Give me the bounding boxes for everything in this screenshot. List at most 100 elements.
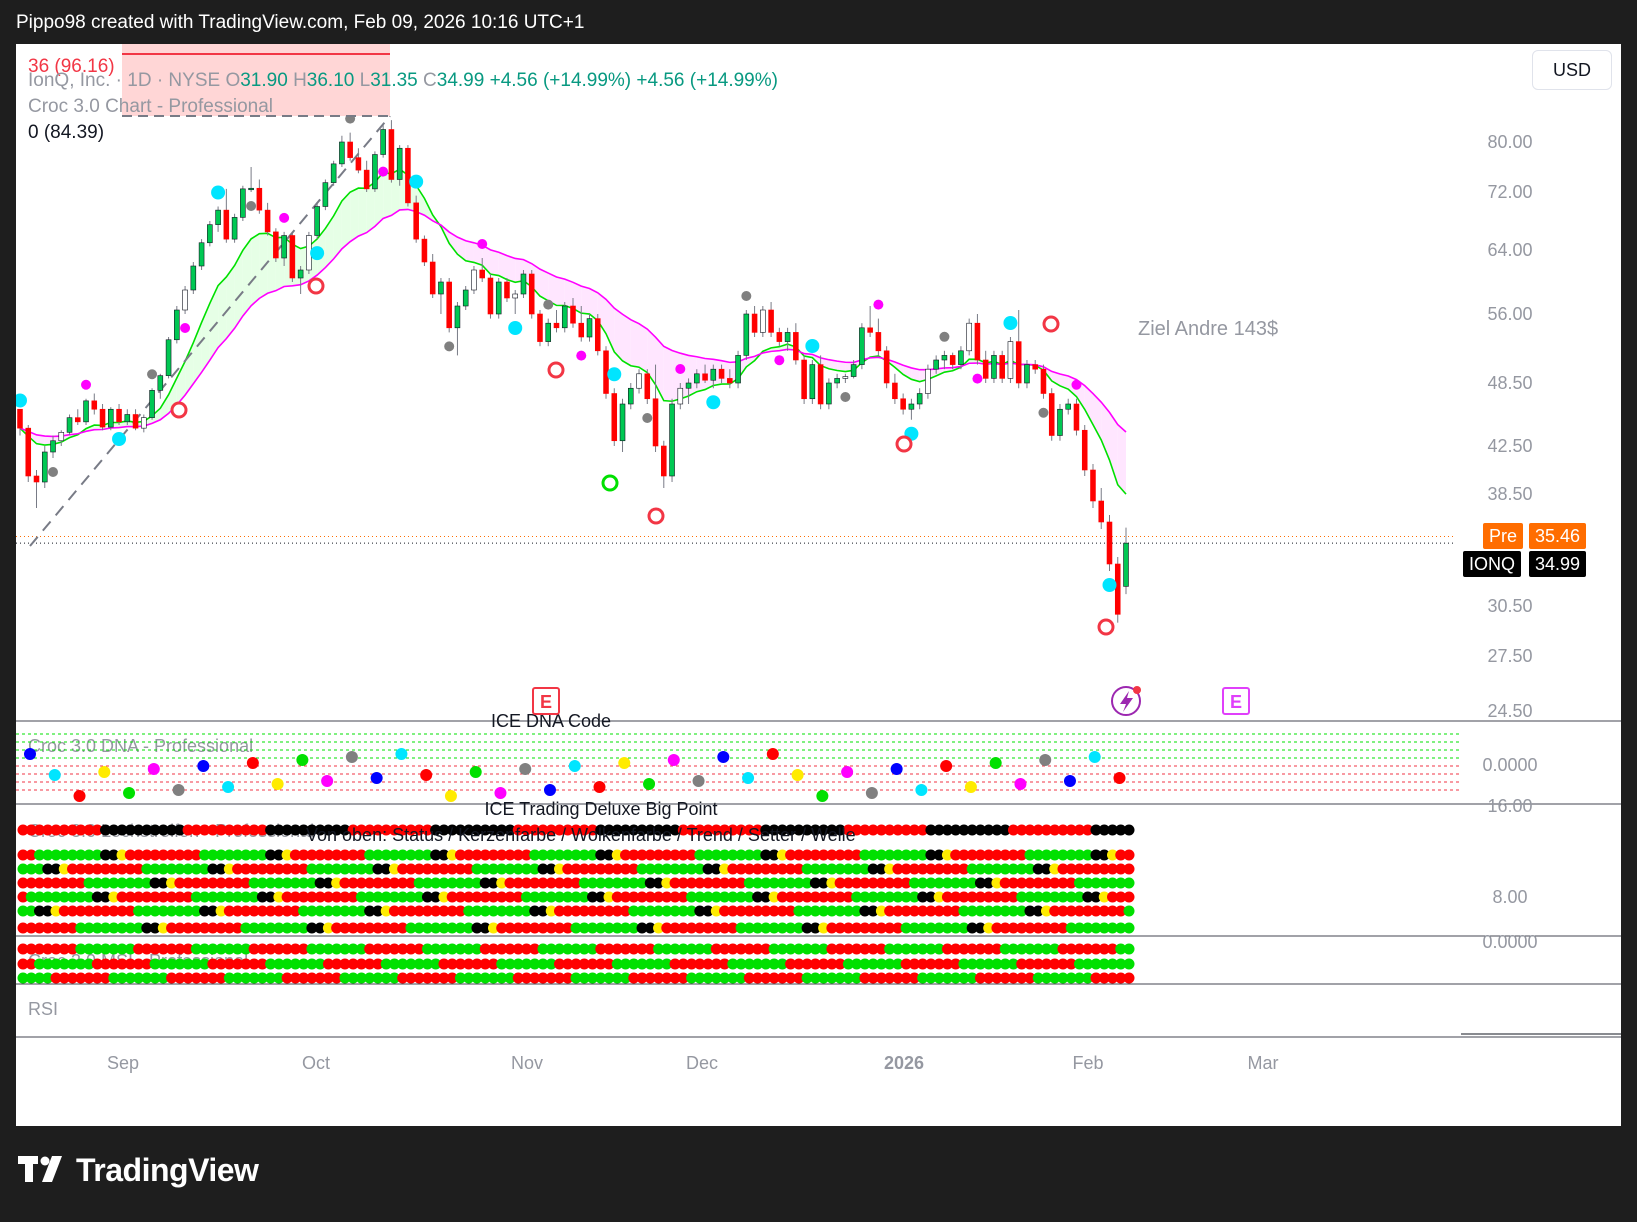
deluxe-dot [611, 863, 623, 875]
deluxe-dot [141, 922, 153, 934]
deluxe-dot [298, 922, 310, 934]
msi-dot [463, 972, 475, 984]
candle-body [594, 318, 601, 352]
tradingview-logo[interactable]: TradingView [18, 1152, 259, 1189]
deluxe-dot [322, 905, 334, 917]
dna-dot [147, 763, 160, 775]
msi-dot [768, 943, 780, 955]
msi-dot [372, 958, 384, 970]
msi-dot [487, 972, 499, 984]
earnings-marker [1222, 687, 1250, 715]
deluxe-dot [991, 905, 1003, 917]
msi-dot [314, 958, 326, 970]
deluxe-dot [157, 905, 169, 917]
deluxe-dot [34, 849, 46, 861]
deluxe-dot [314, 922, 326, 934]
deluxe-dot [446, 877, 458, 889]
earnings-marker [532, 687, 560, 715]
cloud-segment [828, 359, 838, 371]
msi-dot [719, 958, 731, 970]
candle [355, 148, 362, 174]
rsi-label: RSI [28, 999, 58, 1019]
deluxe-dot [364, 877, 376, 889]
msi-dot [1040, 943, 1052, 955]
msi-dot [34, 958, 46, 970]
deluxe-dot [974, 922, 986, 934]
candle [1007, 337, 1014, 383]
deluxe-dot [620, 877, 632, 889]
deluxe-dot [479, 877, 491, 889]
deluxe-dot [306, 891, 318, 903]
currency-button[interactable]: USD [1532, 50, 1612, 90]
candle [817, 355, 824, 410]
deluxe-dot [752, 891, 764, 903]
deluxe-dot [545, 905, 557, 917]
deluxe-dot [603, 863, 615, 875]
deluxe-dot [834, 877, 846, 889]
deluxe-dot [116, 849, 128, 861]
deluxe-dot [289, 905, 301, 917]
candle-body [834, 378, 840, 384]
deluxe-dot [859, 922, 871, 934]
deluxe-dot [537, 891, 549, 903]
deluxe-dot [636, 863, 648, 875]
candle-body [198, 242, 205, 267]
deluxe-dot [496, 891, 508, 903]
deluxe-dot [785, 863, 797, 875]
msi-dot [388, 972, 400, 984]
deluxe-dot [892, 824, 904, 836]
deluxe-dot [686, 863, 698, 875]
msi-dot [933, 972, 945, 984]
deluxe-dot [438, 922, 450, 934]
deluxe-dot [25, 922, 37, 934]
deluxe-dot [1016, 905, 1028, 917]
deluxe-dot [677, 922, 689, 934]
msi-dot [512, 972, 524, 984]
msi-dot [50, 958, 62, 970]
candle [17, 408, 23, 436]
msi-dot [983, 958, 995, 970]
msi-dot [157, 943, 169, 955]
deluxe-dot [950, 891, 962, 903]
deluxe-dot [223, 863, 235, 875]
legend-high-label: H [293, 70, 307, 91]
deluxe-dot [834, 922, 846, 934]
deluxe-dot [653, 863, 665, 875]
deluxe-dot [570, 863, 582, 875]
msi-dot [1007, 943, 1019, 955]
candle-body [1073, 403, 1080, 431]
legend-indicator[interactable]: Croc 3.0 Chart - Professional [28, 96, 273, 117]
deluxe-dot [677, 824, 689, 836]
msi-dot [851, 943, 863, 955]
msi-dot [42, 958, 54, 970]
candle-body [776, 332, 783, 342]
deluxe-dot [223, 849, 235, 861]
msi-dot [611, 972, 623, 984]
deluxe-dot [421, 863, 433, 875]
deluxe-dot [306, 849, 318, 861]
msi-dot [232, 972, 244, 984]
legend-symbol[interactable]: IonQ, Inc. · 1D · NYSE [28, 70, 221, 91]
deluxe-dot [1090, 891, 1102, 903]
cloud-segment [358, 188, 367, 237]
deluxe-dot [199, 824, 211, 836]
chart-frame[interactable]: 80.00 72.00 64.00 56.00 48.50 42.50 38.50 30.50… [16, 44, 1621, 1126]
deluxe-dot [1016, 922, 1028, 934]
deluxe-dot [1024, 863, 1036, 875]
deluxe-dot [421, 891, 433, 903]
msi-dot [430, 972, 442, 984]
chart-canvas[interactable]: 80.0072.0064.0056.0048.5042.5038.5030.50… [16, 44, 1621, 1126]
deluxe-dot [1024, 905, 1036, 917]
deluxe-dot [157, 922, 169, 934]
x-tick-label: Oct [302, 1053, 330, 1073]
candle-body [1007, 341, 1014, 379]
deluxe-dot [694, 922, 706, 934]
cloud-segment [325, 215, 334, 268]
deluxe-dot [620, 824, 632, 836]
deluxe-dot [339, 877, 351, 889]
deluxe-dot [900, 891, 912, 903]
msi-dot [487, 958, 499, 970]
candle-body [1106, 521, 1113, 565]
candle-body [347, 141, 353, 158]
cloud-segment [333, 201, 342, 259]
